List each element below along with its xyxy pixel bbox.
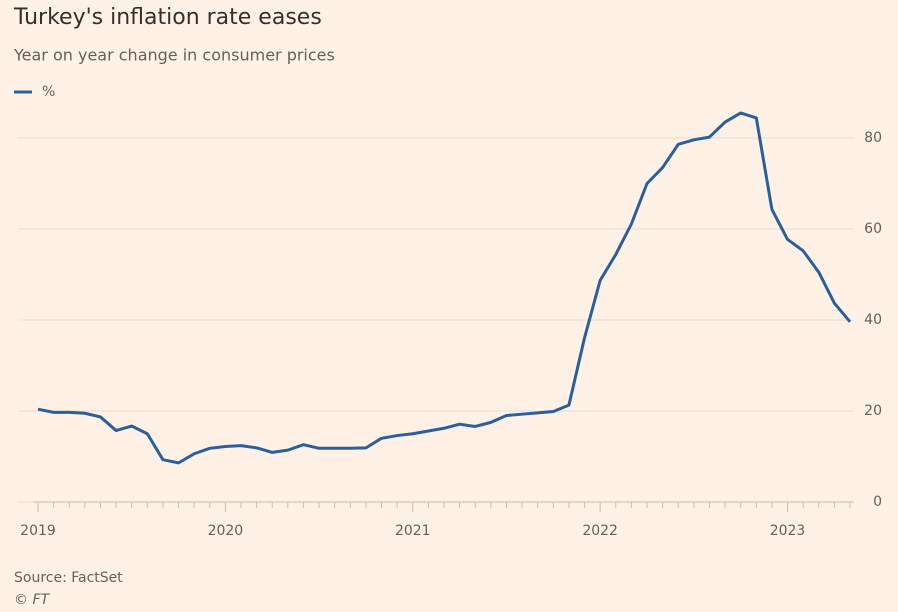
series-line: [37, 111, 852, 465]
chart-title: Turkey's inflation rate eases: [13, 5, 322, 30]
x-tick-label: 2022: [582, 523, 618, 539]
chart-subtitle: Year on year change in consumer prices: [13, 46, 335, 65]
credit: © FT: [14, 592, 51, 608]
y-tick-label: 40: [864, 312, 882, 328]
y-tick-label: 20: [864, 403, 882, 419]
legend-label: %: [42, 84, 55, 100]
x-tick-label: 2019: [20, 523, 56, 539]
x-tick-label: 2023: [770, 523, 806, 539]
x-tick-label: 2021: [395, 523, 431, 539]
x-tick-label: 2020: [208, 523, 244, 539]
y-tick-label: 80: [864, 130, 882, 146]
y-tick-label: 0: [873, 494, 882, 510]
source: Source: FactSet: [14, 570, 123, 586]
y-tick-label: 60: [864, 221, 882, 237]
